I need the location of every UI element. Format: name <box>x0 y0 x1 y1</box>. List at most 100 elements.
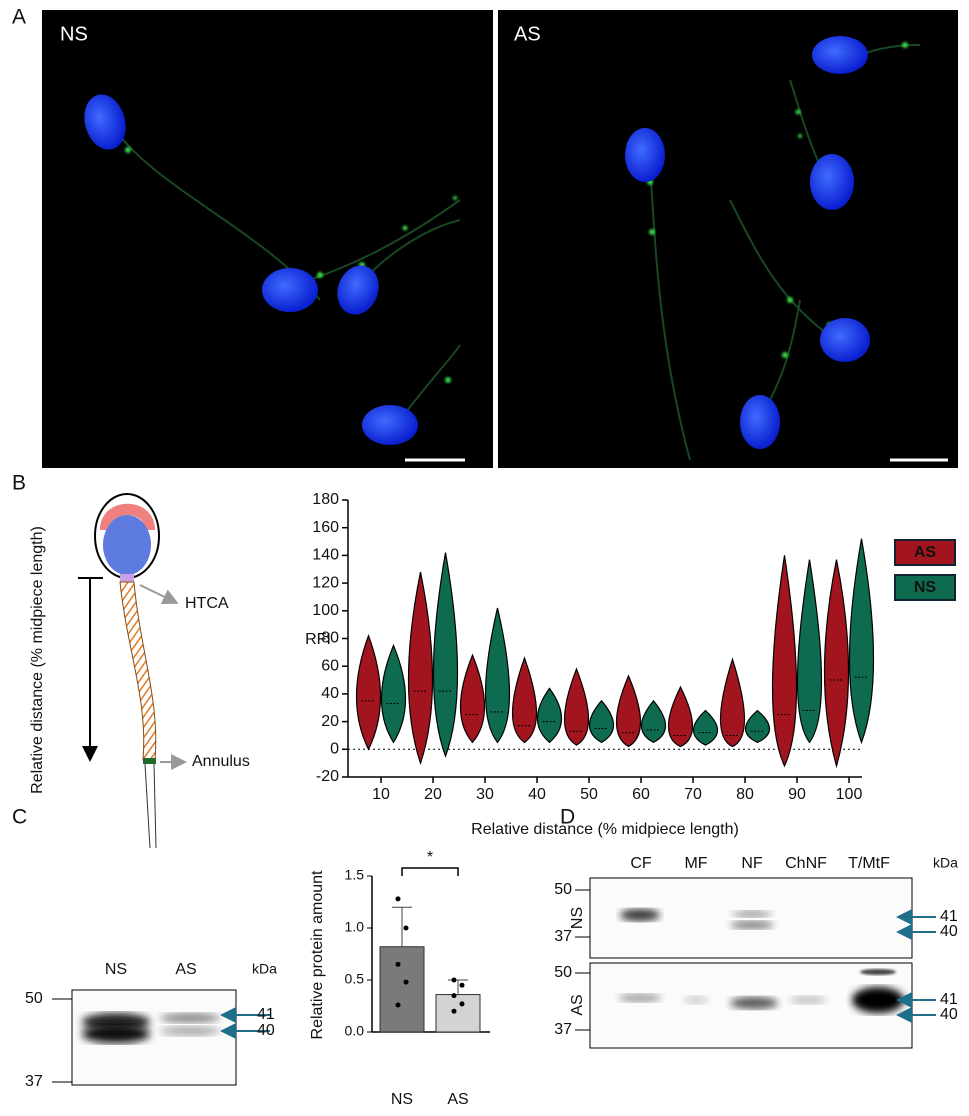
x-tick-label: 90 <box>788 786 806 803</box>
x-axis-label: Relative distance (% midpiece length) <box>471 821 739 838</box>
x-tick-label: 10 <box>372 786 390 803</box>
violin <box>823 559 850 769</box>
x-tick-label: 100 <box>836 786 863 803</box>
data-point <box>459 982 465 988</box>
panel-label: B <box>12 472 26 495</box>
data-point <box>395 1002 401 1008</box>
band-label: 40 <box>940 923 958 940</box>
data-point <box>395 896 401 902</box>
unit-label: kDa <box>252 961 277 977</box>
marker-label: 37 <box>25 1073 43 1090</box>
data-point <box>451 993 457 999</box>
violin <box>407 571 434 766</box>
x-tick-label: 30 <box>476 786 494 803</box>
violin <box>668 685 693 748</box>
y-tick-label: 0 <box>330 741 339 758</box>
violin <box>380 643 407 744</box>
panel-label: D <box>560 806 575 829</box>
violin <box>484 607 511 744</box>
x-tick-label: 70 <box>684 786 702 803</box>
y-axis-label: Relative protein amount <box>309 870 326 1040</box>
y-tick-label: 60 <box>321 657 339 674</box>
violin <box>719 657 746 748</box>
diagram-label: Annulus <box>192 753 250 770</box>
y-tick-label: 100 <box>312 602 339 619</box>
legend-label: AS <box>914 544 937 561</box>
violin <box>848 538 875 745</box>
violin <box>692 709 719 746</box>
bar <box>379 946 425 1033</box>
violin <box>563 667 590 746</box>
data-point <box>403 979 409 985</box>
y-tick-label: 180 <box>312 491 339 508</box>
y-tick-label: -20 <box>316 768 339 785</box>
y-tick-label: 80 <box>321 630 339 647</box>
western-blot: 50 37 NS AS kDa 41 40 <box>25 961 277 1091</box>
violin <box>640 699 667 744</box>
image-label: NS <box>60 23 88 45</box>
violin <box>588 699 615 744</box>
y-tick-label: 140 <box>312 547 339 564</box>
y-tick-label: 1.5 <box>345 867 365 883</box>
violin <box>615 674 642 748</box>
y-tick-label: 40 <box>321 685 339 702</box>
x-tick-label: 40 <box>528 786 546 803</box>
marker-label: 37 <box>554 928 572 945</box>
y-tick-label: 0.5 <box>345 971 365 987</box>
row-label: NS <box>569 907 586 929</box>
annotation: * <box>427 849 433 866</box>
marker-label: 50 <box>554 881 572 898</box>
y-axis-label: RFI <box>305 631 331 648</box>
unit-label: kDa <box>933 855 958 871</box>
image-label: AS <box>514 23 541 45</box>
x-tick-label: 60 <box>632 786 650 803</box>
data-point <box>451 977 457 983</box>
bar <box>435 994 481 1033</box>
violin <box>459 653 486 744</box>
lane-label: NF <box>741 855 763 872</box>
x-tick-label: 80 <box>736 786 754 803</box>
legend-label: NS <box>914 579 937 596</box>
violin <box>511 656 538 744</box>
x-tick-label: AS <box>447 1091 468 1108</box>
data-point <box>459 1001 465 1007</box>
y-tick-label: 160 <box>312 519 339 536</box>
y-tick-label: 0.0 <box>345 1023 365 1039</box>
band-label: 41 <box>940 908 958 925</box>
violin <box>744 709 771 744</box>
band-label: 40 <box>940 1006 958 1023</box>
x-tick-label: 20 <box>424 786 442 803</box>
violin <box>537 687 562 744</box>
marker-label: 50 <box>554 964 572 981</box>
marker-label: 50 <box>25 990 43 1007</box>
significance-bracket <box>401 867 459 876</box>
violin <box>796 559 823 744</box>
lane-label: CF <box>630 855 652 872</box>
lane-label: MF <box>684 855 707 872</box>
legend-swatch <box>894 574 956 601</box>
x-tick-label: 50 <box>580 786 598 803</box>
violin <box>432 552 459 758</box>
data-point <box>395 961 401 967</box>
band-label: 41 <box>257 1006 275 1023</box>
axis-label: Relative distance (% midpiece length) <box>29 526 46 794</box>
y-tick-label: 20 <box>321 713 339 730</box>
micrograph: NS AS <box>42 10 958 468</box>
western-blot: 50 37 50 37 NS AS CF MF NF ChNF T/MtF kD… <box>554 855 958 1049</box>
lane-label: ChNF <box>785 855 827 872</box>
x-tick-label: NS <box>391 1091 413 1108</box>
panel-label: C <box>12 806 27 829</box>
lane-label: AS <box>175 961 196 978</box>
diagram-label: HTCA <box>185 595 229 612</box>
violin <box>771 555 798 768</box>
y-tick-label: 1.0 <box>345 919 365 935</box>
panel-label: A <box>12 6 26 29</box>
marker-label: 37 <box>554 1021 572 1038</box>
lane-label: NS <box>105 961 127 978</box>
legend-swatch <box>894 539 956 566</box>
lane-label: T/MtF <box>848 855 890 872</box>
data-point <box>451 1008 457 1014</box>
row-label: AS <box>569 994 586 1015</box>
band-label: 41 <box>940 991 958 1008</box>
violin <box>355 633 382 751</box>
